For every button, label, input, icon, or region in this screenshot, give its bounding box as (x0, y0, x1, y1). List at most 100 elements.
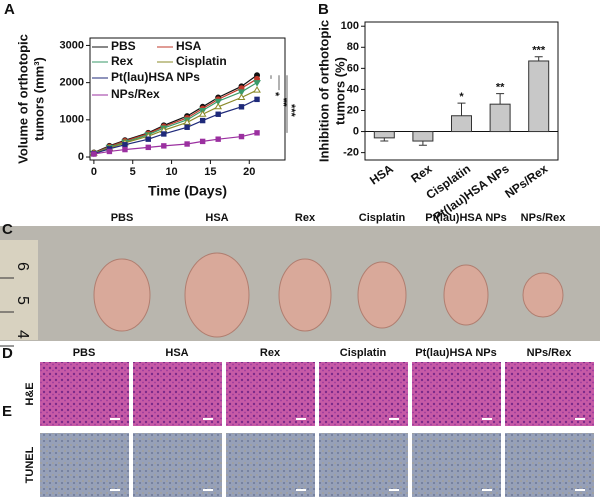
tumor (184, 252, 250, 338)
marker (183, 118, 191, 125)
micrograph (319, 433, 408, 497)
marker (214, 102, 223, 110)
bar (373, 131, 395, 139)
marker (106, 148, 113, 155)
micrograph (40, 433, 129, 497)
column-label: Rex (295, 212, 316, 224)
error-bar (457, 102, 466, 116)
marker (253, 80, 261, 87)
y-axis-label: tumors (mm³) (31, 57, 46, 141)
marker (184, 141, 190, 147)
marker (91, 151, 97, 157)
plot-frame (89, 37, 286, 161)
series-line (93, 74, 258, 154)
bar (412, 131, 434, 142)
marker (199, 117, 206, 124)
column-label: Cisplatin (359, 212, 406, 224)
series-line (93, 89, 258, 154)
error-bar (534, 56, 543, 61)
y-axis-label: tumors (%) (332, 57, 347, 125)
micrograph (412, 433, 501, 497)
column-label: PBS (73, 347, 96, 359)
y-tick-label: 80 (347, 41, 359, 53)
series-line (93, 82, 258, 154)
marker (122, 142, 128, 148)
column-label: PBS (111, 212, 134, 224)
panel-label: A (4, 1, 15, 18)
column-label: NPs/Rex (527, 347, 573, 359)
legend-label: NPs/Rex (111, 87, 160, 101)
micrograph (505, 433, 594, 497)
bar (528, 60, 550, 133)
micrograph (40, 362, 129, 426)
legend-label: PBS (111, 39, 136, 53)
column-label: Rex (260, 347, 281, 359)
significance: ** (496, 82, 505, 94)
x-tick-label: HSA (367, 161, 396, 187)
micrograph (226, 362, 315, 426)
micrograph (319, 362, 408, 426)
marker (161, 131, 167, 137)
y-tick-label: 20 (347, 104, 359, 116)
micrograph (133, 433, 222, 497)
marker (238, 104, 245, 110)
column-label: Cisplatin (340, 347, 387, 359)
column-label: HSA (205, 212, 228, 224)
series-line (93, 132, 258, 155)
marker (145, 136, 151, 142)
panel-label: C (2, 221, 13, 238)
y-tick-label: -20 (343, 147, 359, 159)
legend-label: Rex (111, 54, 133, 68)
column-label: Pt(lau)HSA NPs (415, 347, 497, 359)
y-tick-label: 60 (347, 62, 359, 74)
marker (215, 136, 221, 142)
micrograph (133, 362, 222, 426)
plot-frame (364, 21, 559, 161)
ruler-number: 4 (14, 330, 31, 339)
row-label: TUNEL (24, 446, 36, 483)
y-axis-label: Inhibition of orthotopic (316, 20, 331, 162)
error-bar (496, 93, 505, 105)
x-tick-label: 5 (130, 166, 136, 178)
legend-label: HSA (176, 39, 202, 53)
legend-label: Cisplatin (176, 54, 227, 68)
marker (238, 133, 245, 140)
marker (215, 111, 221, 117)
marker (198, 110, 207, 117)
row-label: H&E (24, 382, 36, 405)
marker (145, 144, 151, 151)
panel-label: B (318, 1, 329, 18)
bar (451, 115, 472, 133)
marker (237, 93, 246, 101)
tumor (522, 272, 564, 318)
marker (184, 124, 190, 130)
significance: ** (277, 98, 289, 107)
legend-label: Pt(lau)HSA NPs (111, 70, 200, 84)
y-tick-label: 0 (78, 151, 84, 163)
y-tick-label: 1000 (60, 114, 84, 126)
y-tick-label: 40 (347, 83, 359, 95)
column-label: HSA (165, 347, 188, 359)
tumor (357, 261, 407, 329)
marker (237, 89, 246, 96)
y-axis-label: Volume of orthotopic (15, 34, 30, 164)
y-tick-label: 2000 (60, 77, 84, 89)
error-bar (418, 141, 427, 146)
marker (253, 86, 261, 93)
series-line (93, 78, 258, 154)
x-tick-label: 10 (165, 166, 177, 178)
panel-label: D (2, 345, 13, 362)
tumor (93, 258, 151, 332)
x-tick-label: 20 (243, 166, 255, 178)
marker (161, 143, 167, 149)
tumor (278, 258, 332, 332)
marker (214, 98, 223, 106)
column-label: Pt(lau)HSA NPs (425, 212, 507, 224)
micrograph (226, 433, 315, 497)
micrograph (412, 362, 501, 426)
x-tick-label: Rex (408, 161, 434, 185)
y-tick-label: 0 (353, 125, 359, 137)
marker (254, 96, 260, 103)
marker (122, 146, 128, 153)
ruler-number: 5 (14, 296, 31, 305)
